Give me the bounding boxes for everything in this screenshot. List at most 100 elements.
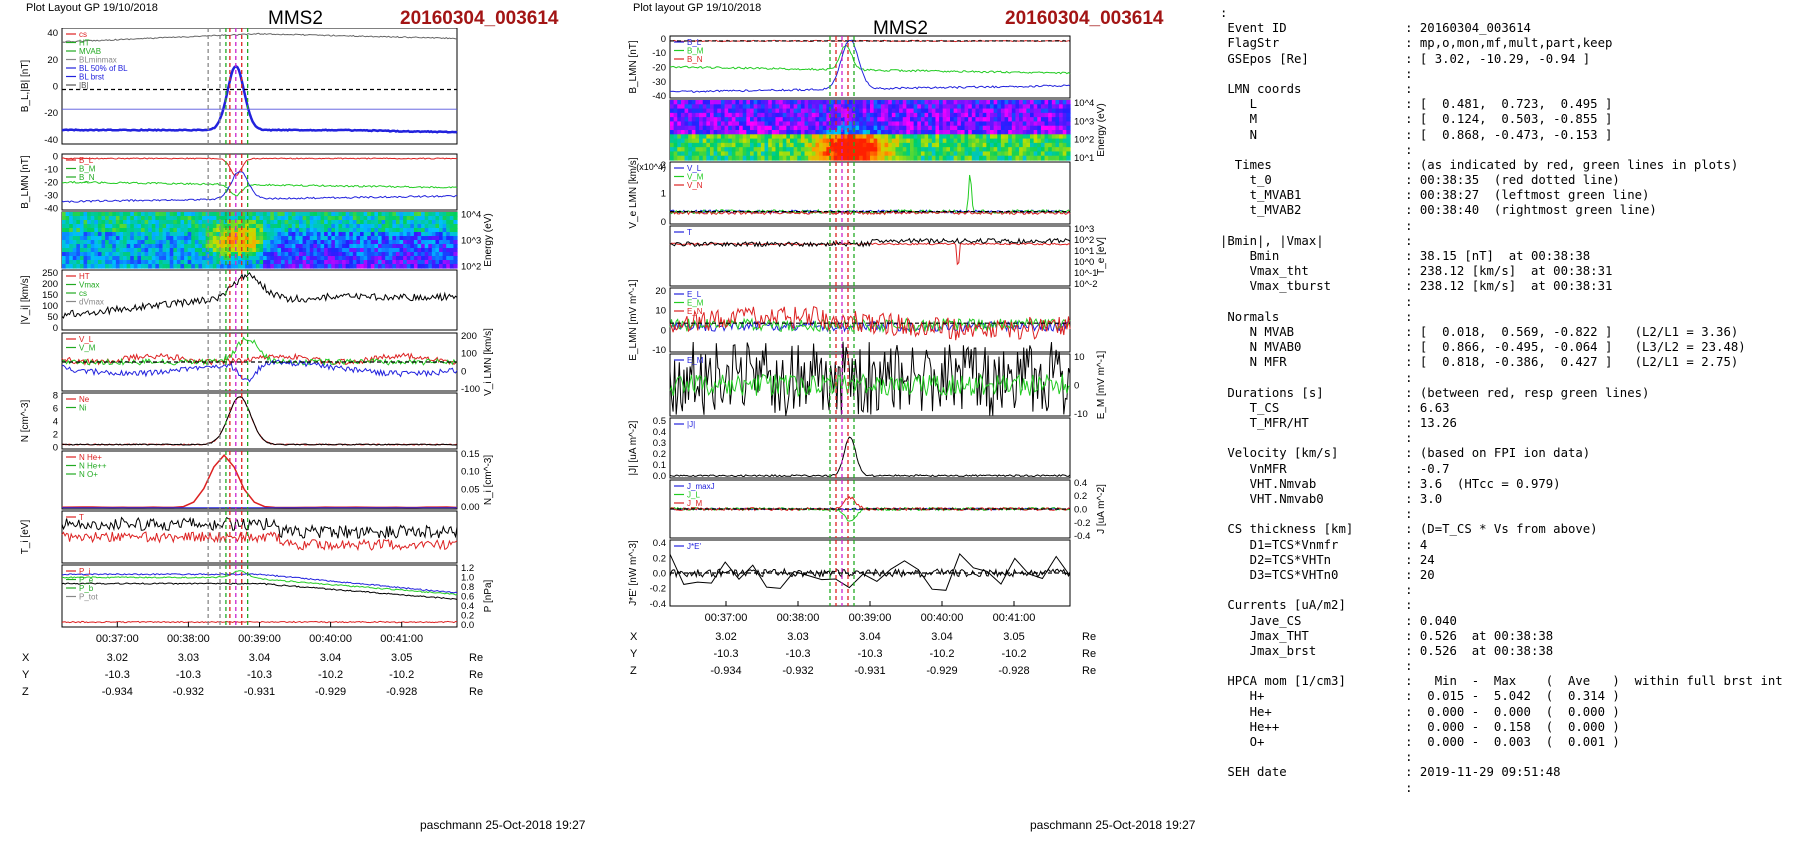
- spectrogram-cell: [442, 224, 447, 229]
- spectrogram-cell: [728, 151, 733, 157]
- spectrogram-cell: [252, 216, 257, 221]
- spectrogram-cell: [866, 121, 871, 127]
- spectrogram-cell: [94, 248, 99, 253]
- spectrogram-cell: [971, 121, 977, 127]
- spectrogram-cell: [964, 151, 969, 157]
- spectrogram-cell: [83, 232, 88, 237]
- spectrogram-cell: [931, 125, 937, 131]
- summary-row: Jave_CS : 0.040: [1220, 614, 1783, 629]
- spectrogram-cell: [324, 224, 329, 229]
- spectrogram-cell: [259, 240, 264, 245]
- summary-key: VHT.Nmvab0: [1220, 492, 1406, 506]
- spectrogram-cell: [964, 108, 969, 114]
- position-value: -10.2: [389, 669, 414, 681]
- spectrogram-cell: [309, 232, 314, 237]
- spectrogram-cell: [345, 232, 350, 237]
- spectrogram-cell: [431, 220, 437, 225]
- spectrogram-cell: [223, 244, 228, 249]
- summary-row: N MVAB0 : [ 0.866, -0.495, -0.064 ] (L3/…: [1220, 340, 1783, 355]
- spectrogram-cell: [302, 256, 307, 261]
- y-tick-label: 10^0: [1074, 257, 1094, 268]
- spectrogram-cell: [220, 240, 225, 245]
- spectrogram-cell: [180, 240, 185, 245]
- summary-key: Vmax_tburst: [1220, 279, 1406, 294]
- spectrogram-cell: [90, 240, 95, 245]
- spectrogram-cell: [957, 155, 962, 161]
- position-value: -0.929: [926, 665, 957, 677]
- spectrogram-cell: [205, 216, 210, 221]
- spectrogram-cell: [227, 216, 232, 221]
- spectrogram-cell: [840, 138, 846, 144]
- spectrogram-cell: [119, 256, 124, 261]
- spectrogram-cell: [702, 117, 707, 123]
- summary-row: Velocity [km/s] : (based on FPI ion data…: [1220, 446, 1783, 461]
- spectrogram-cell: [133, 224, 139, 229]
- spectrogram-cell: [670, 125, 675, 131]
- spectrogram-cell: [928, 151, 933, 157]
- spectrogram-cell: [123, 216, 128, 221]
- spectrogram-cell: [808, 151, 813, 157]
- spectrogram-cell: [137, 248, 142, 253]
- spectrogram-cell: [833, 108, 838, 114]
- spectrogram-cell: [141, 232, 146, 237]
- spectrogram-cell: [815, 155, 820, 161]
- spectrogram-cell: [410, 252, 415, 257]
- spectrogram-cell: [844, 108, 849, 114]
- spectrogram-cell: [790, 134, 795, 140]
- spectrogram-cell: [670, 121, 675, 127]
- spectrogram-cell: [334, 264, 340, 269]
- spectrogram-cell: [115, 240, 121, 245]
- spectrogram-cell: [884, 112, 889, 118]
- spectrogram-cell: [449, 240, 455, 245]
- legend-entry: V_M: [687, 173, 704, 182]
- spectrogram-cell: [724, 147, 729, 153]
- spectrogram-cell: [72, 240, 77, 245]
- spectrogram-cell: [133, 228, 139, 233]
- spectrogram-cell: [913, 112, 918, 118]
- summary-row: FlagStr : mp,o,mon,mf,mult,part,keep: [1220, 36, 1783, 51]
- spectrogram-cell: [1066, 130, 1071, 135]
- spectrogram-cell: [360, 212, 365, 217]
- spectrogram-cell: [299, 228, 304, 233]
- spectrogram-cell: [299, 252, 304, 257]
- spectrogram-cell: [851, 130, 857, 135]
- spectrogram-cell: [764, 151, 769, 157]
- spectrogram-cell: [819, 108, 824, 114]
- spectrogram-cell: [1015, 108, 1020, 114]
- spectrogram-cell: [793, 142, 798, 148]
- spectrogram-cell: [424, 228, 429, 233]
- y-tick-label: -20: [652, 63, 666, 74]
- spectrogram-cell: [223, 264, 228, 269]
- spectrogram-cell: [281, 232, 286, 237]
- y-axis-label: T_i [eV]: [20, 520, 31, 555]
- spectrogram-cell: [151, 236, 156, 241]
- spectrogram-cell: [212, 232, 218, 237]
- spectrogram-cell: [439, 236, 444, 241]
- spectrogram-cell: [833, 138, 838, 144]
- spectrogram-cell: [775, 155, 780, 161]
- spectrogram-cell: [862, 125, 867, 131]
- legend-entry: J*E': [687, 542, 701, 551]
- spectrogram-cell: [924, 151, 929, 157]
- summary-key: t_MVAB1: [1220, 188, 1406, 203]
- y-tick-label: 50: [47, 312, 58, 323]
- spectrogram-cell: [367, 232, 372, 237]
- summary-row: Durations [s] : (between red, resp green…: [1220, 386, 1783, 401]
- spectrogram-cell: [753, 142, 758, 148]
- summary-value: :: [1405, 142, 1413, 157]
- spectrogram-cell: [255, 256, 261, 261]
- spectrogram-cell: [757, 142, 762, 148]
- spectrogram-cell: [724, 108, 729, 114]
- spectrogram-cell: [993, 117, 998, 123]
- spectrogram-cell: [202, 220, 207, 225]
- spectrogram-cell: [334, 252, 340, 257]
- spectrogram-cell: [688, 108, 693, 114]
- spectrogram-cell: [819, 155, 824, 161]
- spectrogram-cell: [931, 151, 937, 157]
- spectrogram-cell: [1004, 155, 1009, 161]
- spectrogram-cell: [72, 232, 77, 237]
- spectrogram-cell: [119, 232, 124, 237]
- spectrogram-cell: [406, 232, 411, 237]
- spectrogram-cell: [1019, 125, 1024, 131]
- spectrogram-cell: [750, 112, 755, 118]
